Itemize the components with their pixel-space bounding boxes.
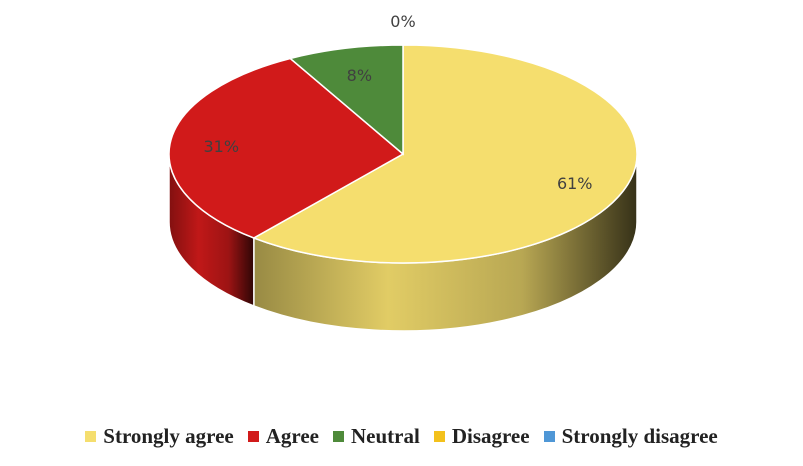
legend-label-1: Agree <box>265 424 319 448</box>
chart-legend: Strongly agree Agree Neutral Disagree Strong… <box>0 424 803 449</box>
legend-item-0: Strongly agree <box>85 424 234 449</box>
data-label-2: 8% <box>347 66 372 85</box>
pie-slice-1 <box>168 57 405 239</box>
legend-swatch-2 <box>332 431 344 442</box>
legend-label-0: Strongly agree <box>103 424 234 448</box>
legend-label-3: Disagree <box>451 424 530 448</box>
data-label-3: 0% <box>390 12 415 31</box>
legend-label-4: Strongly disagree <box>561 424 718 448</box>
legend-label-2: Neutral <box>350 424 420 448</box>
legend-item-3: Disagree <box>433 424 530 449</box>
legend-swatch-0 <box>85 431 97 442</box>
legend-item-1: Agree <box>247 424 319 449</box>
legend-swatch-3 <box>433 431 445 442</box>
pie-slice-2 <box>288 44 404 156</box>
legend-swatch-1 <box>247 431 259 442</box>
legend-item-2: Neutral <box>332 424 420 449</box>
pie-slice-0 <box>252 44 638 264</box>
legend-item-4: Strongly disagree <box>543 424 718 449</box>
data-label-1: 31% <box>204 137 240 156</box>
legend-swatch-4 <box>543 431 555 442</box>
data-label-0: 61% <box>557 174 593 193</box>
